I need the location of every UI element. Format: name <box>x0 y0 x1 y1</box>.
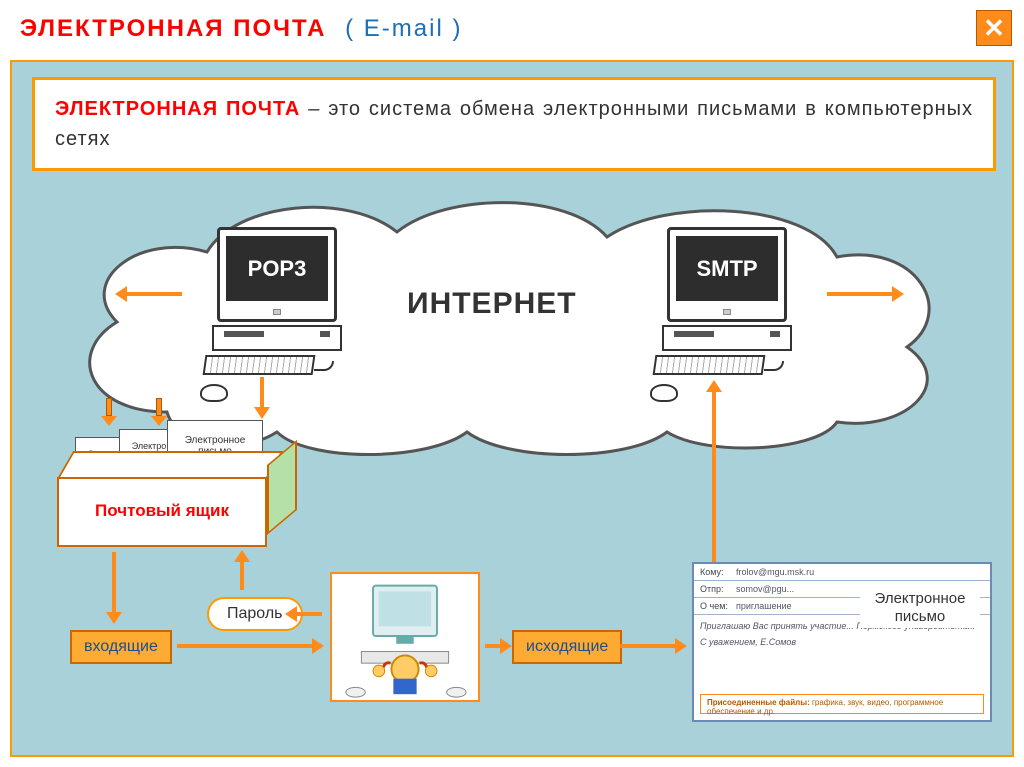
internet-label: ИНТЕРНЕТ <box>407 287 577 321</box>
email-letter-label: Электронное письмо <box>860 588 980 628</box>
arrow-out-smtp <box>827 292 892 296</box>
arrow-user-to-outgoing <box>485 644 500 648</box>
arrow-down-icon <box>151 398 167 426</box>
arrow-incoming-to-user <box>177 644 312 648</box>
arrow-mailbox-to-incoming <box>112 552 116 612</box>
mailbox-label: Почтовый ящик <box>59 501 265 521</box>
main-panel: ЭЛЕКТРОННАЯ ПОЧТА – это система обмена э… <box>10 60 1014 757</box>
mailbox-group: Электронное письмо Электронное письмо Эл… <box>57 422 317 562</box>
title-main: ЭЛЕКТРОННАЯ ПОЧТА <box>20 15 326 42</box>
definition-box: ЭЛЕКТРОННАЯ ПОЧТА – это система обмена э… <box>32 77 996 171</box>
pop3-label: POP3 <box>226 236 328 301</box>
user-at-computer <box>330 572 480 702</box>
arrow-outgoing-to-email <box>620 644 675 648</box>
page-title: ЭЛЕКТРОННАЯ ПОЧТА ( E-mail ) <box>20 15 462 43</box>
close-button[interactable]: ✕ <box>976 10 1012 46</box>
slide-canvas: ЭЛЕКТРОННАЯ ПОЧТА ( E-mail ) ✕ ЭЛЕКТРОНН… <box>0 0 1024 767</box>
arrow-password-to-mailbox <box>240 562 244 590</box>
email-preview: Кому:frolov@mgu.msk.ru Отпр:somov@pgu...… <box>692 562 992 722</box>
arrow-into-pop3 <box>127 292 182 296</box>
pop3-server: POP3 <box>192 227 362 387</box>
arrow-pop3-to-mailbox <box>260 377 264 407</box>
definition-lead: ЭЛЕКТРОННАЯ ПОЧТА <box>55 98 300 120</box>
smtp-server: SMTP <box>642 227 812 387</box>
arrow-down-icon <box>101 398 117 426</box>
user-computer-icon <box>332 574 478 700</box>
outgoing-box: исходящие <box>512 630 622 664</box>
incoming-box: входящие <box>70 630 172 664</box>
title-sub: ( E-mail ) <box>345 15 462 42</box>
arrow-user-to-password <box>297 612 322 616</box>
mailbox: Почтовый ящик <box>57 477 267 547</box>
smtp-label: SMTP <box>676 236 778 301</box>
